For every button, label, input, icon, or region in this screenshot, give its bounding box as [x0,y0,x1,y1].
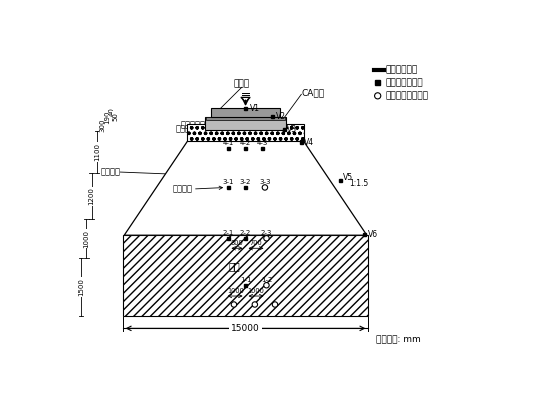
Text: 混凝土底座: 混凝土底座 [180,121,205,130]
Bar [261,147,264,150]
Text: 振动速度传感器: 振动速度传感器 [385,78,423,87]
Bar [244,147,247,150]
Bar [244,237,247,240]
Text: 1000: 1000 [248,288,264,294]
Circle shape [264,283,269,288]
Text: 800: 800 [231,240,244,246]
Circle shape [262,185,268,190]
Text: CA砂浆: CA砂浆 [301,88,324,97]
Bar [244,108,247,110]
Text: 300: 300 [100,118,105,131]
Text: 40: 40 [109,108,115,116]
Text: 1:1.5: 1:1.5 [349,178,369,187]
Text: 4-1: 4-1 [223,140,234,146]
Bar [339,179,342,182]
Text: 4-3: 4-3 [257,140,268,146]
Text: 基床表层: 基床表层 [100,168,120,176]
Circle shape [252,302,258,307]
Text: 1200: 1200 [88,187,95,205]
Bar [207,117,284,121]
Bar [227,186,230,189]
Text: V6: V6 [367,230,378,239]
Text: 1000: 1000 [83,230,89,248]
Bar [188,123,304,141]
Text: 尺寸单位: mm: 尺寸单位: mm [376,336,421,344]
Text: V3: V3 [287,125,297,134]
Text: 2-3: 2-3 [261,230,272,236]
Bar [227,237,230,240]
Text: 土压力盒: 土压力盒 [173,184,193,194]
Text: V4: V4 [305,137,315,147]
Bar [271,115,274,118]
Bar [300,140,303,144]
Text: 1-1: 1-1 [240,277,251,283]
Circle shape [272,302,278,307]
Bar [123,235,368,316]
Text: 2-1: 2-1 [223,230,234,236]
Text: 1500: 1500 [78,278,84,296]
Text: 3-2: 3-2 [240,179,251,185]
Text: 1-2: 1-2 [261,277,272,283]
Text: 3-1: 3-1 [223,179,234,185]
Bar [227,147,230,150]
Text: V1: V1 [250,105,260,113]
Text: V2: V2 [276,112,286,121]
Bar [211,108,281,117]
Text: 轨道板: 轨道板 [234,79,250,88]
Text: 孔隙水压力传感器: 孔隙水压力传感器 [385,91,428,100]
Bar [375,80,380,85]
Bar [244,284,247,287]
Bar [244,186,247,189]
Text: 190: 190 [104,110,110,124]
Bar [205,117,286,131]
Text: 4-2: 4-2 [240,140,251,146]
Circle shape [231,302,237,307]
Text: 1100: 1100 [94,143,100,161]
Text: 地基: 地基 [228,261,240,271]
Circle shape [375,93,381,99]
Bar [363,233,366,236]
Text: 3-3: 3-3 [259,179,270,185]
Circle shape [264,236,269,241]
Text: V5: V5 [343,173,353,182]
Text: 2-2: 2-2 [240,230,251,236]
Text: 50: 50 [113,112,119,121]
Text: 基床表层: 基床表层 [175,124,195,134]
Text: 15000: 15000 [231,324,260,333]
Text: 土压力传感器: 土压力传感器 [385,65,418,74]
Text: 1000: 1000 [227,288,244,294]
Polygon shape [124,141,367,235]
Text: 700: 700 [250,240,263,246]
Bar [283,128,286,131]
